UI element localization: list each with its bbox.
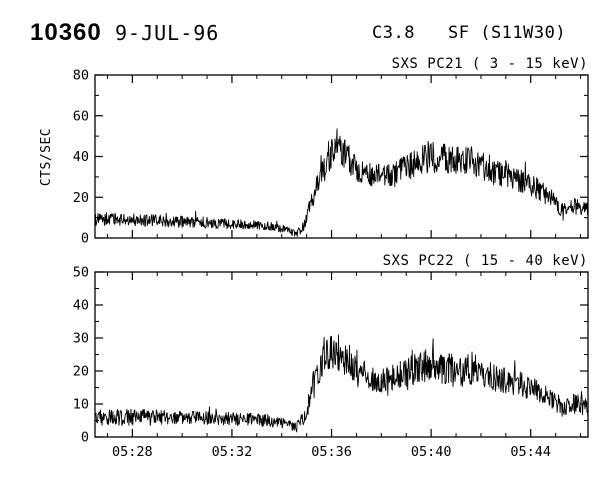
y-tick-label: 50 [73, 265, 89, 281]
y-tick-label: 60 [73, 108, 89, 124]
x-tick-label: 05:40 [411, 444, 452, 460]
pc21-plot-area: 0 20 40 60 80 [73, 68, 589, 247]
event-number: 10360 [30, 19, 102, 46]
pc21-trace [94, 128, 589, 237]
pc21-title: SXS PC21 ( 3 - 15 keV) [392, 56, 588, 72]
y-tick-label: 40 [73, 298, 89, 314]
event-date: 9-JUL-96 [115, 21, 219, 45]
flare-info: SF (S11W30) [448, 23, 566, 43]
goes-class: C3.8 [372, 23, 415, 43]
y-tick-label: 20 [73, 364, 89, 380]
pc22-title: SXS PC22 ( 15 - 40 keV) [383, 253, 588, 269]
x-tick-label: 05:36 [311, 444, 352, 460]
y-tick-label: 10 [73, 397, 89, 413]
x-tick-label: 05:44 [510, 444, 551, 460]
y-tick-label: 0 [81, 231, 89, 247]
y-tick-label: 80 [73, 68, 89, 84]
x-tick-label: 05:32 [212, 444, 253, 460]
y-axis-label: CTS/SEC [39, 128, 54, 186]
x-tick-label: 05:28 [112, 444, 153, 460]
y-tick-label: 0 [81, 430, 89, 446]
y-tick-label: 30 [73, 331, 89, 347]
y-tick-label: 20 [73, 190, 89, 206]
y-tick-label: 40 [73, 149, 89, 165]
pc22-trace [94, 334, 589, 433]
pc22-plot-area: 05:28 05:32 05:36 05:40 05:44 0 10 20 30 40 50 [73, 265, 589, 460]
